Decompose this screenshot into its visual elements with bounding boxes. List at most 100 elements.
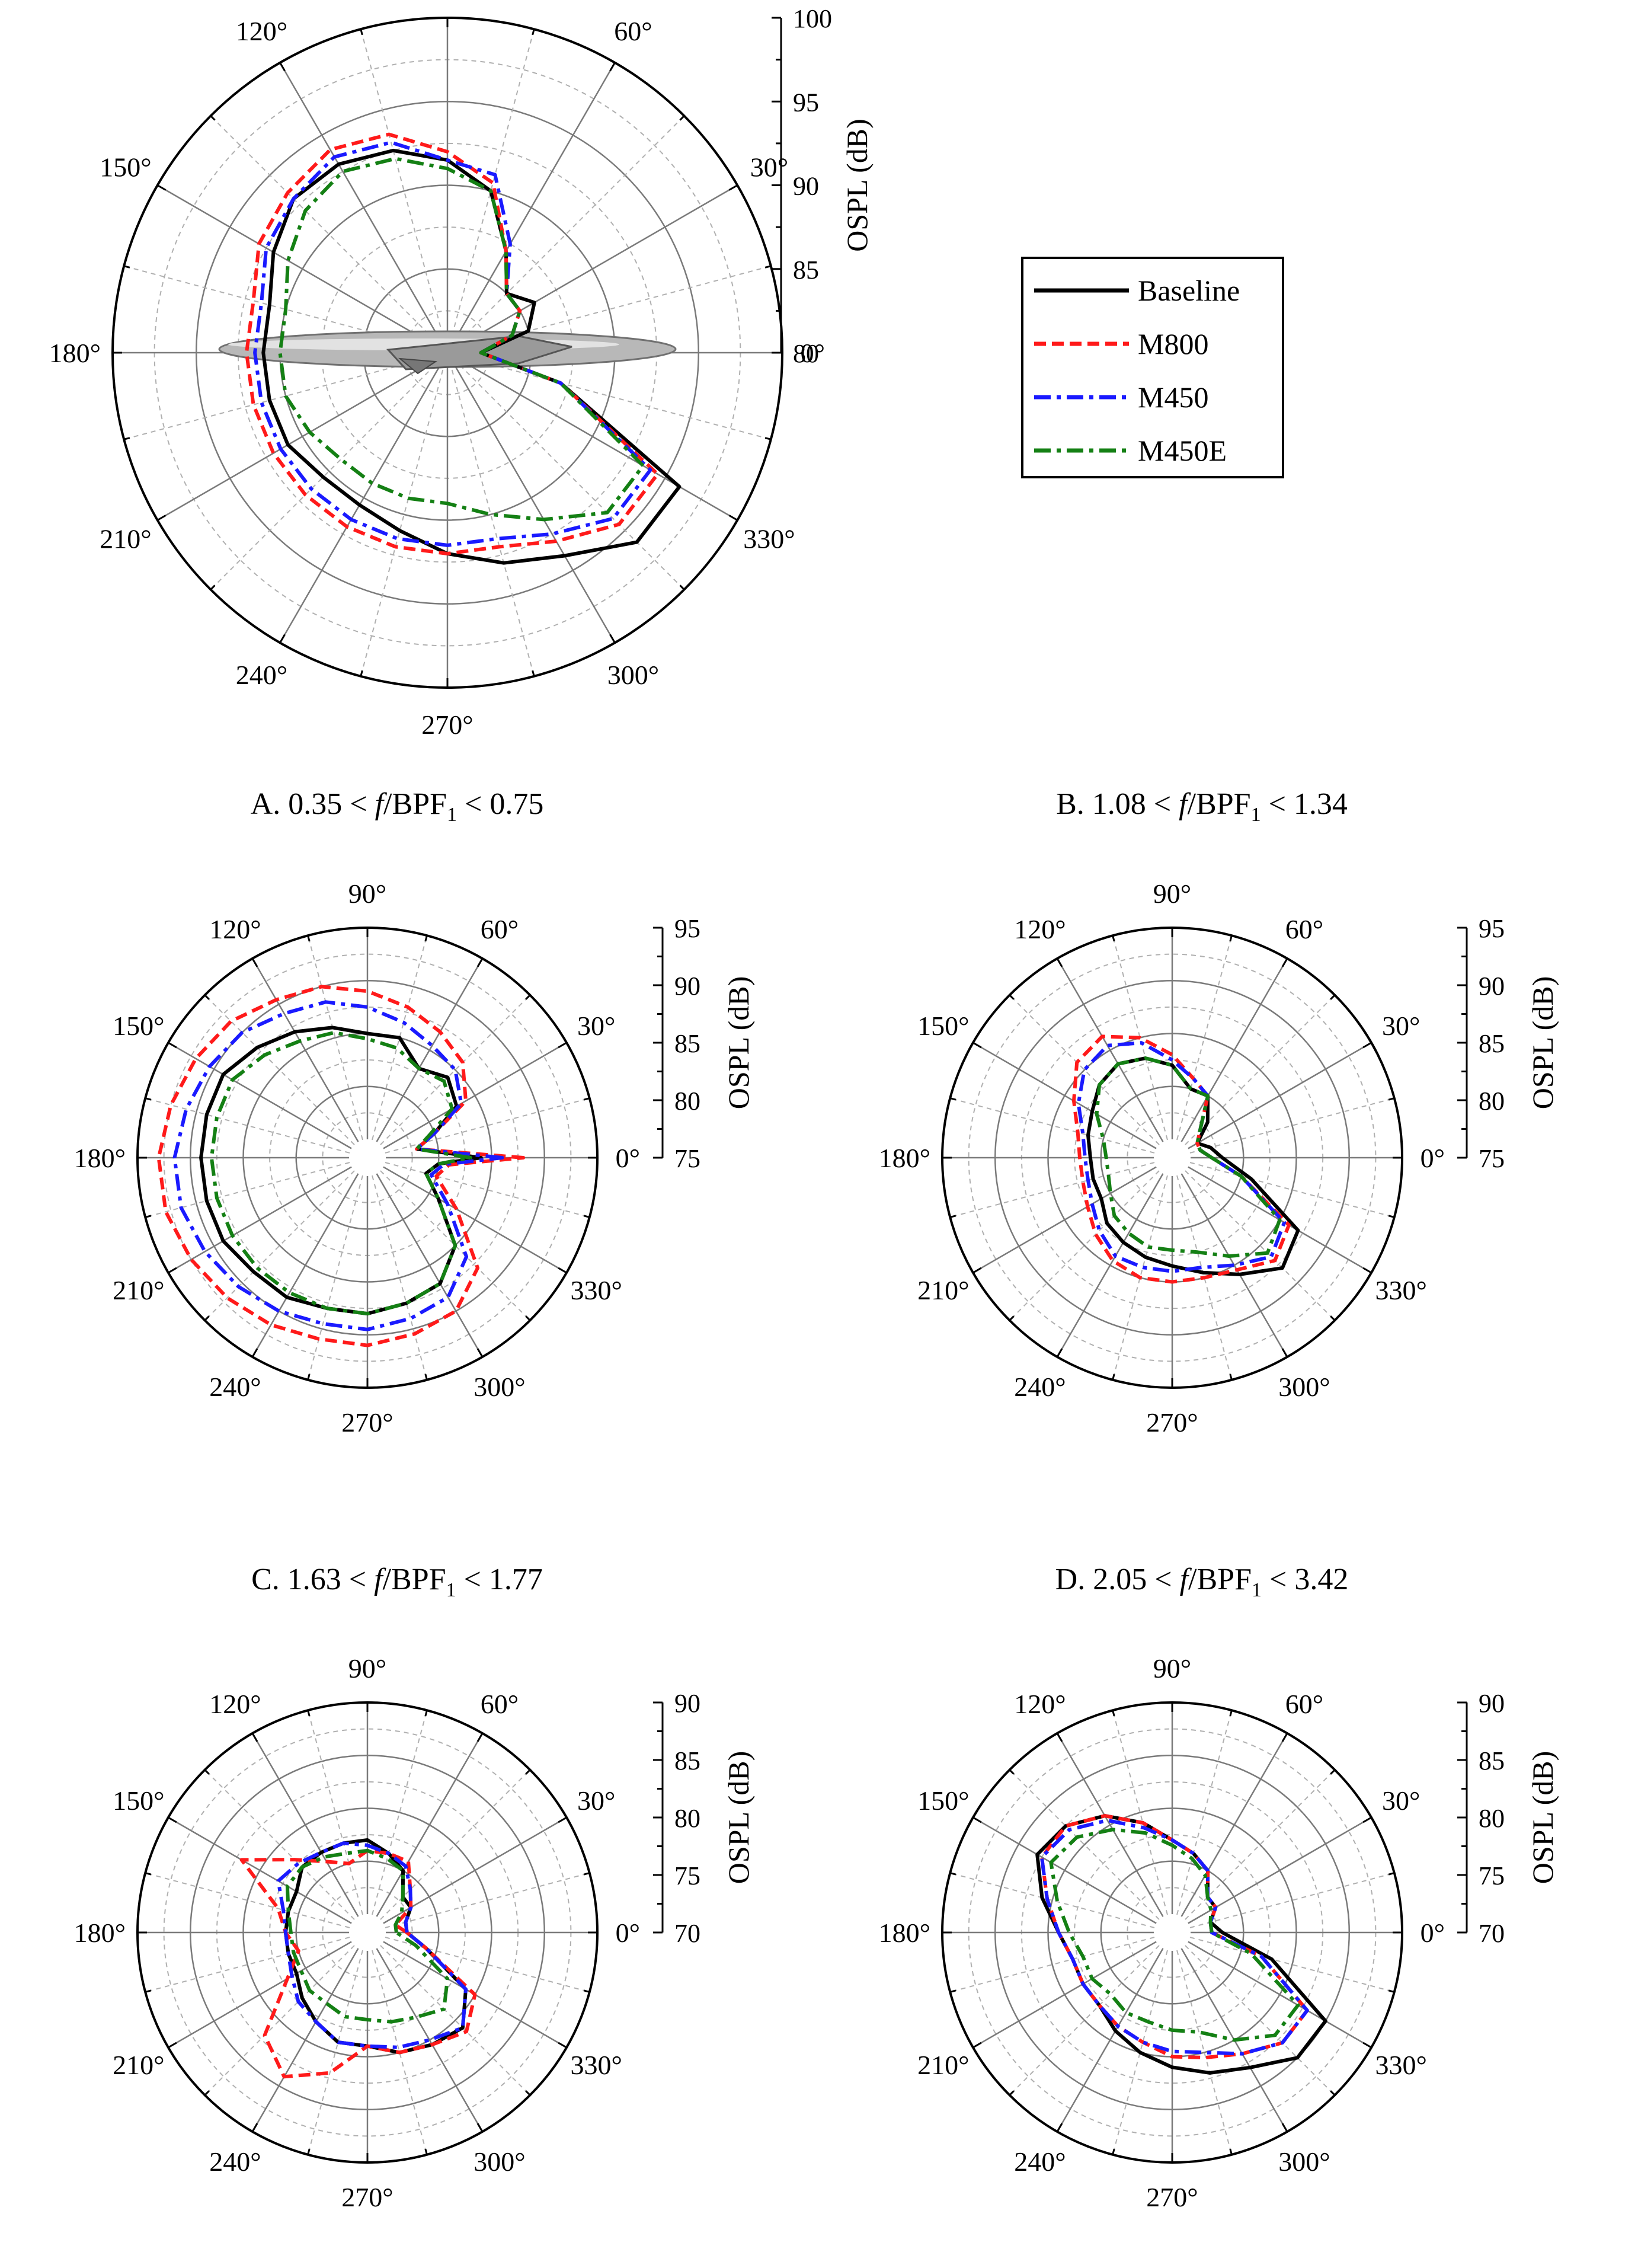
angle-label-300: 300° — [474, 2146, 525, 2177]
minor-grid-spoke — [447, 352, 685, 590]
angle-tick — [532, 670, 535, 677]
angle-tick — [1056, 1733, 1063, 1742]
series-line-m800 — [1072, 1034, 1291, 1284]
osp-axis-title: OSPL (dB) — [1526, 1751, 1559, 1884]
angle-tick — [525, 2090, 531, 2096]
major-grid-spoke — [376, 1733, 484, 1917]
angle-label-90: 90° — [1153, 1653, 1191, 1684]
angle-tick — [1362, 2042, 1372, 2049]
angle-label-30: 30° — [577, 1011, 615, 1041]
angle-label-120: 120° — [1014, 914, 1066, 944]
angle-tick — [279, 62, 286, 72]
legend: Baseline M800 M450 M450E — [1021, 257, 1284, 478]
angle-tick — [972, 1816, 982, 1823]
angle-tick — [949, 1215, 956, 1218]
angle-label-330: 330° — [1375, 1275, 1426, 1305]
panel-title: B. 1.08 < f/BPF1 < 1.34 — [1056, 787, 1348, 826]
polar-plot-b: 0° 30° 60° 90° 120° 150° 180° 210° 240° 270° 300° 3… — [879, 787, 1559, 1438]
series-line-m450e — [278, 156, 645, 522]
angle-tick — [525, 1315, 531, 1321]
angle-tick — [424, 2148, 428, 2155]
angle-tick — [1388, 1097, 1395, 1101]
angle-tick — [168, 1267, 177, 1274]
angle-label-60: 60° — [614, 16, 652, 46]
series-line-m450 — [1039, 1818, 1309, 2056]
osp-scale-tick-label: 80 — [1479, 1804, 1505, 1833]
osp-scale-tick-label: 95 — [674, 914, 700, 943]
series-line-m450e — [285, 1848, 450, 2024]
angle-tick — [1112, 1373, 1115, 1381]
angle-label-150: 150° — [113, 1011, 164, 1041]
series-line-m450e — [1095, 1056, 1282, 1258]
angle-tick — [558, 1816, 567, 1823]
angle-tick — [1281, 1733, 1288, 1742]
angle-tick — [1388, 1215, 1395, 1218]
angle-label-90: 90° — [348, 1653, 386, 1684]
angle-label-150: 150° — [917, 1785, 969, 1816]
osp-scale-tick-label: 95 — [793, 88, 819, 117]
major-grid-spoke — [446, 62, 616, 353]
angle-tick — [360, 670, 363, 677]
angle-label-150: 150° — [917, 1011, 969, 1041]
angle-tick — [424, 935, 428, 942]
angle-label-240: 240° — [209, 1372, 261, 1402]
angle-tick — [123, 437, 130, 440]
major-grid-spoke — [168, 1166, 352, 1274]
angle-label-0: 0° — [616, 1143, 640, 1173]
major-grid-spoke — [446, 352, 616, 643]
angle-label-0: 0° — [1421, 1918, 1445, 1948]
major-grid-spoke — [168, 1042, 352, 1149]
osp-scale-tick-label: 85 — [1479, 1746, 1505, 1775]
polar-plot-a: 0° 30° 60° 90° 120° 150° 180° 210° 240° 270° 300° 3… — [74, 787, 755, 1438]
angle-tick — [307, 1373, 311, 1381]
angle-tick — [1056, 1348, 1063, 1357]
osp-axis-title: OSPL (dB) — [1526, 976, 1559, 1110]
minor-grid-spoke — [447, 28, 535, 353]
angle-label-240: 240° — [1014, 1372, 1066, 1402]
osp-scale-tick-label: 90 — [1479, 1689, 1505, 1718]
angle-label-90: 90° — [1153, 879, 1191, 909]
angle-tick — [728, 515, 738, 521]
angle-tick — [210, 584, 216, 590]
major-grid-spoke — [447, 352, 738, 521]
legend-label-m800: M800 — [1138, 327, 1208, 360]
angle-label-0: 0° — [616, 1918, 640, 1948]
angle-label-240: 240° — [1014, 2146, 1066, 2177]
angle-tick — [972, 2042, 982, 2049]
angle-tick — [204, 2090, 210, 2096]
osp-scale-tick-label: 90 — [793, 172, 819, 201]
angle-label-270: 270° — [341, 1407, 393, 1438]
major-grid-spoke — [1056, 1948, 1164, 2132]
osp-axis-title: OSPL (dB) — [840, 119, 874, 252]
angle-label-90: 90° — [348, 879, 386, 909]
angle-tick — [279, 634, 286, 644]
osp-scale-tick-label: 75 — [1479, 1861, 1505, 1890]
osp-scale-tick-label: 85 — [1479, 1029, 1505, 1058]
angle-tick — [1388, 1989, 1395, 1993]
major-grid-spoke — [251, 1948, 359, 2132]
major-grid-spoke — [972, 1042, 1157, 1149]
angle-tick — [1112, 935, 1115, 942]
legend-label-baseline: Baseline — [1138, 274, 1240, 307]
major-grid-spoke — [168, 1941, 352, 2049]
osp-scale-tick-label: 75 — [1479, 1144, 1505, 1173]
angle-tick — [156, 515, 167, 521]
angle-tick — [972, 1267, 982, 1274]
angle-tick — [1362, 1267, 1372, 1274]
angle-tick — [609, 62, 616, 72]
series-line-m800 — [245, 132, 660, 555]
angle-tick — [168, 1042, 177, 1049]
angle-label-0: 0° — [801, 338, 825, 368]
osp-scale-tick-label: 90 — [674, 1689, 700, 1718]
major-grid-spoke — [168, 1816, 352, 1924]
angle-label-210: 210° — [100, 524, 151, 554]
osp-scale-tick-label: 90 — [674, 972, 700, 1001]
angle-tick — [1229, 1710, 1233, 1717]
angle-tick — [424, 1373, 428, 1381]
major-grid-spoke — [157, 352, 448, 521]
angle-label-30: 30° — [577, 1785, 615, 1816]
major-grid-spoke — [251, 1733, 359, 1917]
angle-tick — [1056, 2123, 1063, 2132]
major-grid-spoke — [1180, 1733, 1288, 1917]
angle-tick — [168, 1816, 177, 1823]
